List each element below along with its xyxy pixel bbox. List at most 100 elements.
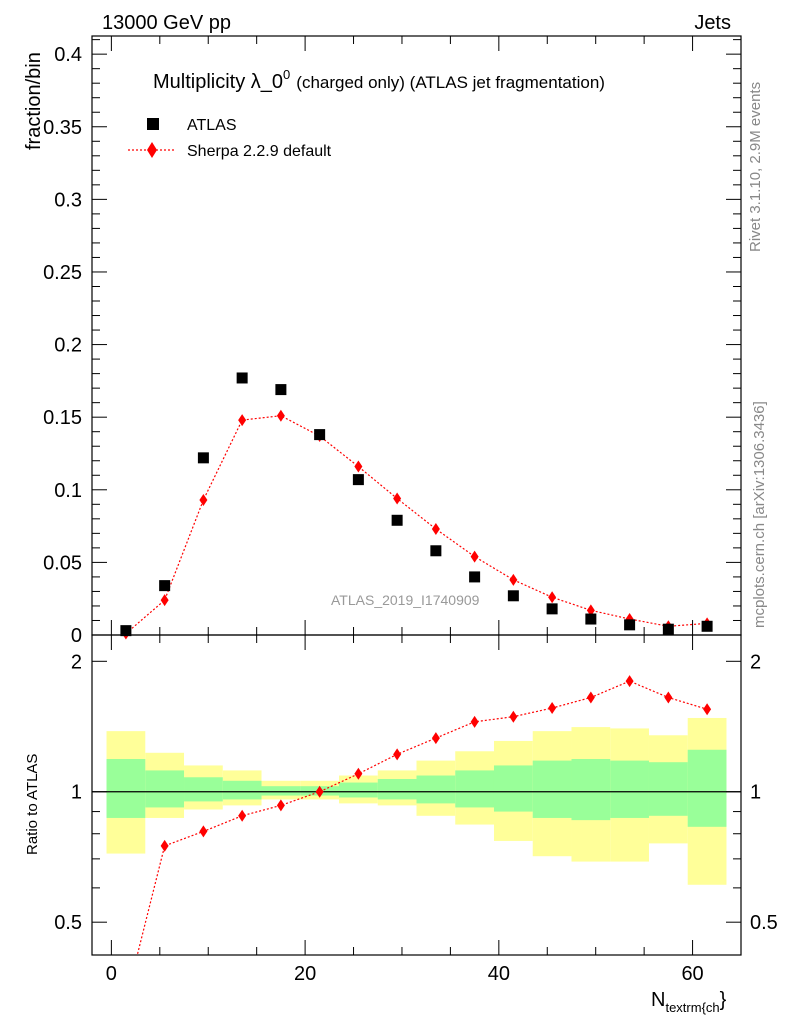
y-tick-label-top: 0.35 xyxy=(43,117,82,139)
mc-marker xyxy=(276,409,285,422)
data-marker xyxy=(159,580,171,592)
y-tick-label-bottom: 1 xyxy=(71,782,82,804)
ratio-mc-marker xyxy=(199,825,208,838)
y-tick-label-bottom-right: 0.5 xyxy=(750,912,778,934)
data-marker xyxy=(469,571,481,583)
ratio-band-stat xyxy=(416,775,456,804)
ratio-band-stat xyxy=(455,770,494,808)
x-axis-label-close: } xyxy=(720,989,727,1011)
header-process: Jets xyxy=(694,12,731,34)
ratio-band-stat xyxy=(610,760,649,818)
y-tick-label-top: 0.05 xyxy=(43,552,82,574)
ratio-mc-marker xyxy=(703,703,712,716)
mc-marker xyxy=(548,591,557,604)
data-marker xyxy=(430,545,442,557)
x-tick-label: 0 xyxy=(106,963,117,985)
x-tick-label: 60 xyxy=(681,963,703,985)
main-panel: 0 0.05 0.1 0.15 0.2 0.25 0.3 0.35 0.4 Multiplici… xyxy=(43,35,742,647)
ratio-band-stat xyxy=(532,760,572,818)
data-marker xyxy=(662,623,674,635)
ratio-mc-marker xyxy=(548,702,557,715)
mc-marker xyxy=(431,522,440,535)
ratio-band-stat xyxy=(261,786,301,796)
ratio-band-stat xyxy=(222,780,262,800)
ratio-mc-marker xyxy=(509,710,518,723)
x-axis-label-main: N xyxy=(651,989,665,1011)
data-marker xyxy=(391,514,403,526)
ratio-mc-marker xyxy=(315,785,324,798)
x-tick-label: 20 xyxy=(294,963,316,985)
ratio-mc-marker xyxy=(470,715,479,728)
ratio-mc-marker xyxy=(276,799,285,812)
y-tick-label-top: 0.15 xyxy=(43,407,82,429)
data-marker xyxy=(197,452,209,464)
mc-marker xyxy=(470,550,479,563)
legend-atlas-marker xyxy=(147,118,159,130)
y-tick-label-top: 0.1 xyxy=(54,480,82,502)
x-axis-label: Ntextrm{ch} xyxy=(651,989,727,1015)
mc-marker xyxy=(160,594,169,607)
y-tick-label-bottom: 2 xyxy=(71,651,82,673)
data-marker xyxy=(585,613,597,625)
chart-title-suffix: (charged only) (ATLAS jet fragmentation) xyxy=(296,73,605,92)
y-axis-label-bottom: Ratio to ATLAS xyxy=(24,754,41,855)
y-tick-label-bottom: 0.5 xyxy=(54,912,82,934)
analysis-id-label: ATLAS_2019_I1740909 xyxy=(331,592,480,608)
ratio-mc-marker xyxy=(160,839,169,852)
header-energy: 13000 GeV pp xyxy=(102,12,231,34)
data-marker xyxy=(546,603,558,615)
legend-atlas-label: ATLAS xyxy=(187,117,237,134)
ratio-mc-line xyxy=(136,680,708,955)
chart-title-main: Multiplicity λ_0 xyxy=(153,71,283,93)
ratio-mc-marker xyxy=(238,809,247,822)
y-tick-label-top: 0 xyxy=(71,625,82,647)
y-tick-label-top: 0.4 xyxy=(54,44,82,66)
rivet-version-label: Rivet 3.1.10, 2.9M events xyxy=(747,82,764,252)
ratio-panel: 0 20 40 60 0.5 1 2 0.5 1 2 xyxy=(54,634,778,985)
ratio-band-stat xyxy=(145,770,185,808)
legend-sherpa-label: Sherpa 2.2.9 default xyxy=(187,143,332,160)
ratio-band-stat xyxy=(377,779,417,800)
chart-title: Multiplicity λ_00 (charged only) (ATLAS j… xyxy=(153,67,605,93)
data-marker xyxy=(507,590,519,602)
ratio-mc-marker xyxy=(354,767,363,780)
ratio-mc-group xyxy=(136,675,712,955)
mc-marker xyxy=(199,493,208,506)
y-tick-label-top: 0.25 xyxy=(43,262,82,284)
ratio-band-stat xyxy=(184,777,223,802)
ratio-band-stat xyxy=(571,759,611,821)
data-marker xyxy=(236,372,248,384)
data-marker xyxy=(314,429,326,441)
ratio-band-stat xyxy=(493,765,533,812)
data-marker xyxy=(120,625,132,637)
ratio-band-stat xyxy=(648,762,688,816)
mc-marker xyxy=(586,604,595,617)
y-tick-label-top: 0.3 xyxy=(54,189,82,211)
mc-marker xyxy=(509,573,518,586)
legend: ATLAS Sherpa 2.2.9 default xyxy=(128,117,332,160)
data-marker xyxy=(624,619,636,631)
mcplots-label: mcplots.cern.ch [arXiv:1306.3436] xyxy=(751,401,768,628)
y-tick-label-top: 0.2 xyxy=(54,335,82,357)
mc-marker xyxy=(393,492,402,505)
data-marker xyxy=(701,620,713,632)
x-tick-label: 40 xyxy=(488,963,510,985)
data-marker xyxy=(275,384,287,396)
x-axis-label-sub: textrm{ch xyxy=(665,1000,719,1015)
ratio-mc-marker xyxy=(664,691,673,704)
y-tick-label-bottom-right: 2 xyxy=(750,651,761,673)
y-tick-label-bottom-right: 1 xyxy=(750,782,761,804)
mc-marker xyxy=(354,460,363,473)
ratio-band-stat xyxy=(339,782,378,798)
chart-title-sup: 0 xyxy=(283,67,290,82)
ratio-panel-frame xyxy=(91,634,742,956)
ratio-mc-marker xyxy=(393,748,402,761)
y-axis-label-top: fraction/bin xyxy=(23,52,45,150)
data-marker xyxy=(352,474,364,486)
ratio-band-stat xyxy=(106,759,146,818)
ratio-band-stat xyxy=(687,749,727,827)
mc-marker xyxy=(238,414,247,427)
legend-sherpa-marker xyxy=(147,142,157,158)
ratio-mc-marker xyxy=(586,691,595,704)
